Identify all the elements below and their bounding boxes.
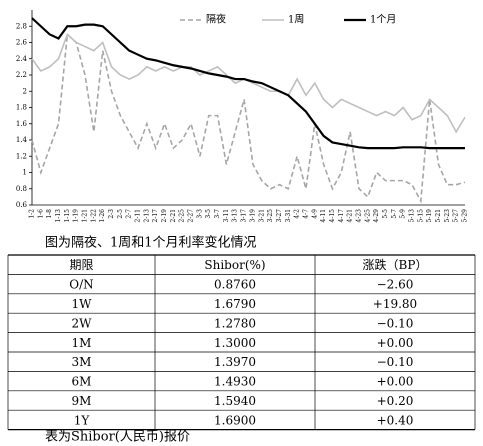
legend-label: 隔夜 <box>206 13 226 26</box>
x-tick-label: 1-22 <box>90 209 97 223</box>
table-cell: 1Y <box>74 413 91 427</box>
x-tick-label: 3-19 <box>249 209 256 223</box>
y-tick-label: 1.4 <box>16 136 28 144</box>
x-tick-label: 3-5 <box>205 209 212 219</box>
table-cell: 1.2780 <box>214 316 256 330</box>
y-tick-label: 1.6 <box>16 120 28 128</box>
x-tick-label: 3-27 <box>276 209 283 223</box>
x-tick-label: 4-23 <box>355 209 362 223</box>
table-cell: −2.60 <box>377 278 414 292</box>
x-tick-label: 3-13 <box>232 209 239 223</box>
table-cell: +0.00 <box>377 375 414 389</box>
table-cell: 1.6790 <box>214 297 256 311</box>
table-cell: 0.8760 <box>214 278 256 292</box>
x-tick-label: 4-15 <box>329 209 336 223</box>
x-tick-label: 1-2 <box>29 209 36 219</box>
x-tick-label: 5-29 <box>462 209 469 223</box>
x-tick-label: 4-17 <box>338 209 345 223</box>
table-cell: −0.10 <box>377 355 414 369</box>
y-tick-label: 2.2 <box>16 71 27 79</box>
x-tick-label: 1-21 <box>82 209 89 222</box>
y-tick-label: 1.2 <box>16 152 27 160</box>
x-tick-label: 3-11 <box>223 209 230 222</box>
line-series <box>31 32 466 134</box>
y-tick-label: 0.6 <box>16 201 28 209</box>
table-cell: 1.3000 <box>214 336 256 350</box>
x-tick-label: 2-13 <box>143 209 150 223</box>
x-tick-label: 2-11 <box>135 209 142 222</box>
table-cell: +19.80 <box>373 297 417 311</box>
x-tick-label: 3-31 <box>285 209 292 222</box>
x-tick-label: 5-23 <box>444 209 451 223</box>
y-tick-label: 2.4 <box>16 55 28 63</box>
table-cell: 9M <box>72 394 92 408</box>
table-header-cell: Shibor(%) <box>204 258 265 272</box>
x-tick-label: 2-17 <box>152 209 159 223</box>
table-header-cell: 涨跌（BP） <box>363 257 428 272</box>
x-tick-label: 5-7 <box>391 209 398 219</box>
x-tick-label: 5-13 <box>408 209 415 223</box>
x-tick-label: 2-19 <box>161 209 168 223</box>
x-tick-label: 3-21 <box>258 209 265 222</box>
x-tick-label: 4-11 <box>320 209 327 222</box>
y-tick-label: 2 <box>23 87 27 95</box>
table-cell: −0.10 <box>377 316 414 330</box>
table-header-cell: 期限 <box>69 258 93 272</box>
y-tick-label: 1 <box>23 169 27 177</box>
table-cell: 1W <box>72 297 93 311</box>
figure-caption: 图为隔夜、1周和1个月利率变化情况 <box>45 235 257 251</box>
y-tick-label: 2.8 <box>16 22 27 30</box>
line-series <box>31 17 465 150</box>
table-cell: 1M <box>72 336 92 350</box>
x-tick-label: 1-8 <box>46 209 53 219</box>
x-tick-label: 5-21 <box>435 209 442 222</box>
x-tick-label: 2-21 <box>170 209 177 222</box>
x-tick-label: 5-19 <box>426 209 433 223</box>
table-cell: 1.6900 <box>214 413 256 427</box>
legend-label: 1周 <box>288 14 304 26</box>
x-tick-label: 5-15 <box>417 209 424 223</box>
legend-label: 1个月 <box>370 14 396 26</box>
table-cell: 3M <box>72 355 92 369</box>
table-cell: 1.5940 <box>214 394 256 408</box>
x-tick-label: 2-3 <box>108 209 115 219</box>
x-tick-label: 4-7 <box>302 209 309 219</box>
table-cell: +0.40 <box>377 413 414 427</box>
x-tick-label: 5-9 <box>400 209 407 219</box>
table-cell: +0.20 <box>377 394 414 408</box>
x-tick-label: 3-7 <box>214 209 221 219</box>
x-tick-label: 2-25 <box>179 209 186 223</box>
x-tick-label: 1-26 <box>99 209 106 223</box>
x-tick-label: 4-29 <box>373 209 380 223</box>
x-tick-label: 5-5 <box>382 209 389 219</box>
y-tick-label: 0.8 <box>16 185 27 193</box>
y-tick-label: 2.6 <box>16 39 28 47</box>
x-tick-label: 4-9 <box>311 209 318 219</box>
x-tick-label: 2-27 <box>188 209 195 223</box>
x-tick-label: 1-6 <box>37 209 44 219</box>
x-tick-label: 2-5 <box>117 209 124 219</box>
table-caption: 表为Shibor(人民币)报价 <box>45 430 190 445</box>
x-tick-label: 5-27 <box>453 209 460 223</box>
table-cell: 1.3970 <box>214 355 256 369</box>
x-tick-label: 1-19 <box>73 209 80 223</box>
x-tick-label: 3-17 <box>241 209 248 223</box>
y-tick-label: 1.8 <box>16 104 27 112</box>
table-cell: 1.4930 <box>214 375 256 389</box>
table-cell: 2W <box>72 316 93 330</box>
x-tick-label: 4-25 <box>364 209 371 223</box>
x-tick-label: 3-3 <box>196 209 203 219</box>
table-cell: O/N <box>69 278 93 292</box>
line-series <box>31 32 466 204</box>
x-tick-label: 1-15 <box>64 209 71 223</box>
table-cell: +0.00 <box>377 336 414 350</box>
x-tick-label: 1-13 <box>55 209 62 223</box>
table-cell: 6M <box>72 375 92 389</box>
x-tick-label: 4-21 <box>347 209 354 222</box>
x-tick-label: 2-7 <box>126 209 133 219</box>
x-tick-label: 3-25 <box>267 209 274 223</box>
x-tick-label: 4-2 <box>294 209 301 219</box>
